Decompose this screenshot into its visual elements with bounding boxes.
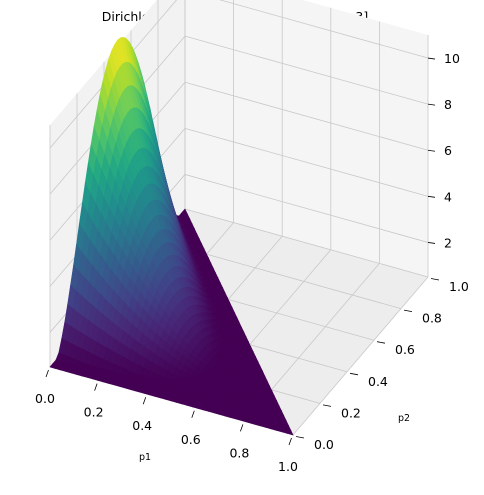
y-tick-label: 0.8: [422, 311, 442, 326]
z-tick-mark: [427, 149, 436, 152]
z-tick-mark: [427, 195, 436, 198]
x-tick-label: 0.4: [132, 418, 152, 433]
z-tick-mark: [427, 242, 436, 244]
z-tick-label: 4: [444, 189, 452, 204]
y-tick-mark: [295, 436, 305, 439]
x-tick-mark: [191, 410, 195, 418]
back-pane: [185, 0, 428, 277]
surface-plot: [49, 36, 294, 436]
floor-gridline-x: [292, 276, 429, 436]
x-tick-label: 0.0: [35, 391, 55, 406]
y-axis-label: p2: [398, 413, 410, 424]
floor-gridline-y: [184, 208, 429, 278]
y-tick-mark: [322, 404, 332, 407]
x-tick-mark: [45, 369, 49, 378]
back-gridline-z: [184, 35, 429, 105]
x-tick-label: 0.8: [229, 445, 249, 460]
x-axis-label: p1: [139, 452, 151, 463]
z-tick-mark: [427, 103, 436, 106]
y-tick-mark: [430, 278, 440, 281]
y-tick-label: 1.0: [449, 279, 469, 294]
x-tick-mark: [142, 397, 147, 405]
y-tick-label: 0.2: [341, 405, 361, 420]
y-tick-mark: [349, 372, 359, 376]
z-tick-label: 8: [444, 97, 452, 112]
x-tick-label: 1.0: [278, 459, 298, 474]
y-tick-label: 0.0: [314, 437, 334, 452]
y-tick-mark: [376, 341, 386, 344]
back-gridline-z: [184, 81, 429, 151]
z-tick-label: 10: [444, 51, 460, 66]
z-tick-label: 2: [444, 235, 452, 250]
back-gridline-z: [184, 174, 429, 243]
x-tick-mark: [240, 424, 244, 432]
y-tick-label: 0.4: [368, 374, 388, 389]
back-gridline-z: [184, 127, 429, 197]
y-tick-label: 0.6: [395, 342, 415, 357]
y-tick-mark: [403, 309, 413, 312]
z-tick-mark: [427, 57, 436, 60]
x-tick-label: 0.2: [84, 405, 104, 420]
x-tick-label: 0.6: [181, 432, 201, 447]
axis-ticks: 0.0 0.2 0.4 0.6 0.8 1.0 0.0 0.2 0.4 0.6 0.8 1.0 2 4 6 8…: [35, 51, 469, 474]
back-gridline-z: [219, 0, 429, 59]
surface-cell: [287, 429, 294, 436]
z-tick-label: 6: [444, 143, 452, 158]
x-tick-mark: [94, 383, 98, 391]
x-tick-mark: [288, 437, 292, 446]
